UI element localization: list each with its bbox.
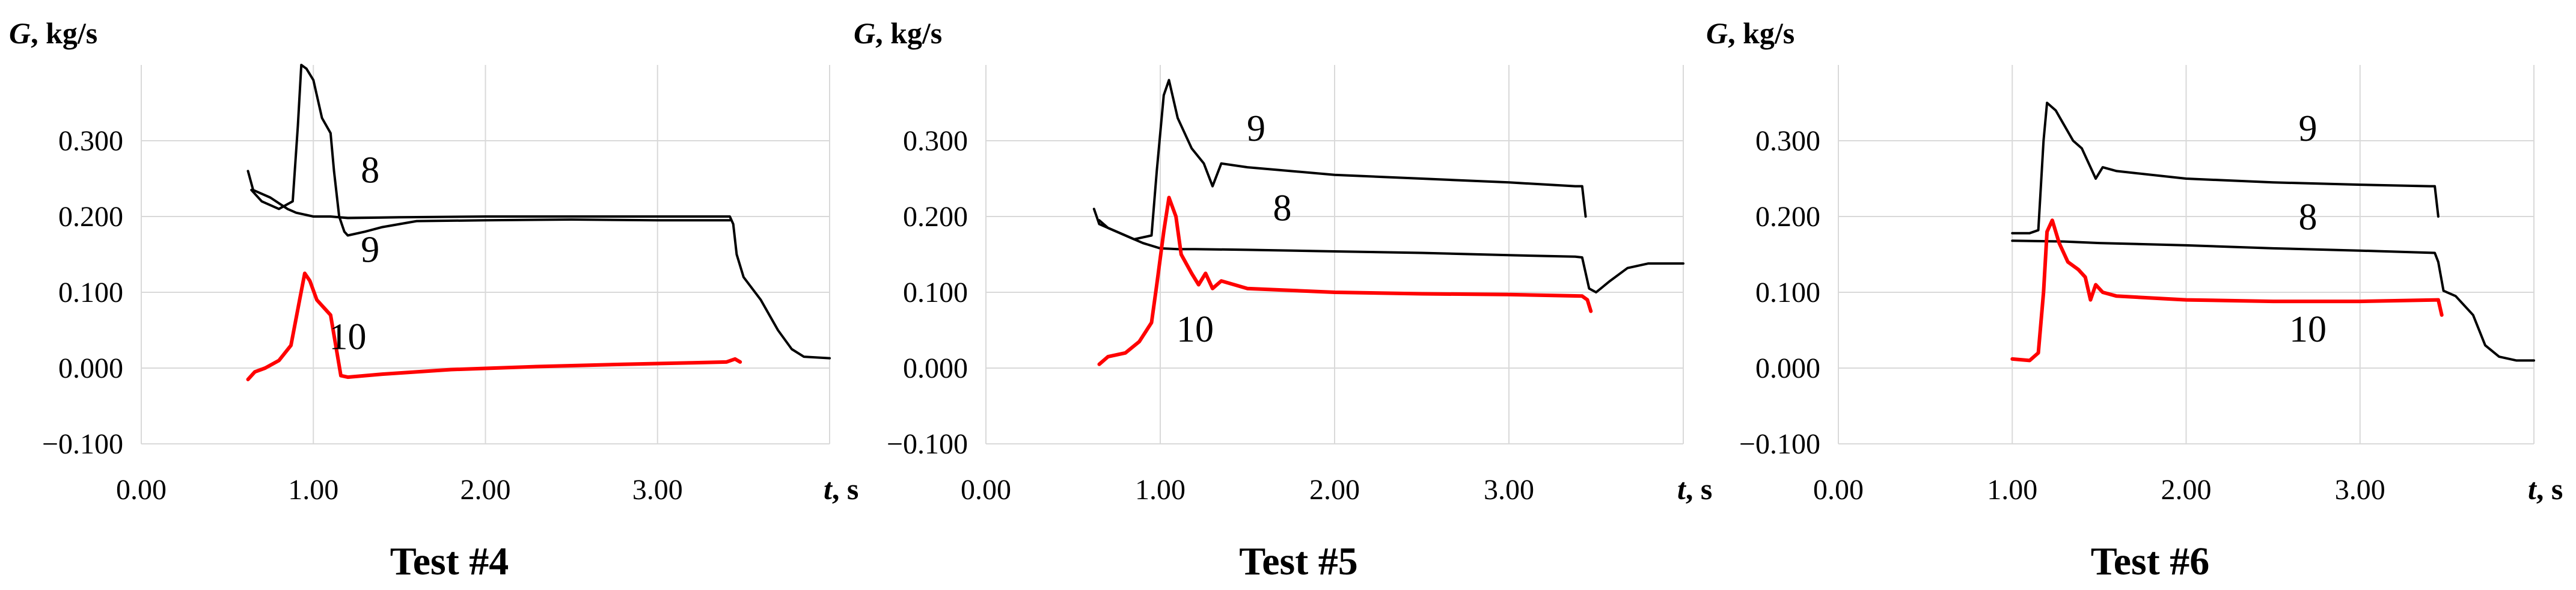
y-tick-label: 0.300 (1755, 125, 1820, 157)
x-tick-label: 3.00 (632, 474, 683, 506)
series-label-8: 8 (2298, 197, 2317, 238)
series-line-10 (246, 271, 742, 381)
series-label-8: 8 (1273, 188, 1292, 229)
panel-title: Test #4 (390, 539, 509, 583)
series-label-8: 8 (361, 150, 379, 191)
y-tick-label: −0.100 (1739, 428, 1820, 460)
y-axis-label: G, kg/s (9, 16, 97, 50)
series-line-9 (1092, 79, 1587, 241)
series-line-9 (250, 64, 731, 237)
y-axis-label: G, kg/s (854, 16, 942, 50)
y-tick-label: 0.300 (903, 125, 968, 157)
panel-title: Test #5 (1239, 539, 1357, 583)
series-line-8 (1098, 219, 1684, 293)
x-tick-label: 1.00 (1987, 474, 2037, 506)
series-line-10 (1097, 195, 1593, 366)
x-tick-label: 2.00 (460, 474, 511, 506)
y-tick-label: 0.300 (58, 125, 123, 157)
series-line-8 (246, 170, 831, 360)
chart-panel-4: −0.100 0.000 0.100 0.200 0.300 0.00 1.00 2.00 3.… (9, 16, 858, 583)
y-tick-label: 0.100 (58, 277, 123, 309)
y-tick-label: 0.000 (903, 352, 968, 384)
x-tick-label: 3.00 (1484, 474, 1534, 506)
x-axis-label: t, s (2528, 472, 2563, 506)
x-tick-label: 0.00 (1813, 474, 1864, 506)
series-label-10: 10 (329, 317, 367, 358)
x-tick-label: 0.00 (961, 474, 1011, 506)
y-tick-label: 0.200 (903, 201, 968, 233)
x-tick-label: 1.00 (288, 474, 338, 506)
panel-title: Test #6 (2091, 539, 2209, 583)
x-tick-label: 2.00 (1309, 474, 1360, 506)
chart-panel-5: −0.100 0.000 0.100 0.200 0.300 0.00 1.00 2.00 3.… (854, 16, 1712, 583)
series-label-10: 10 (1176, 309, 1214, 350)
series-line-8 (2011, 239, 2535, 362)
x-tick-label: 1.00 (1135, 474, 1186, 506)
x-tick-label: 0.00 (116, 474, 167, 506)
y-tick-label: 0.100 (1755, 277, 1820, 309)
series-label-9: 9 (2298, 108, 2317, 149)
y-tick-label: 0.200 (1755, 201, 1820, 233)
y-tick-label: 0.100 (903, 277, 968, 309)
chart-panel-6: −0.100 0.000 0.100 0.200 0.300 0.00 1.00 2.00 3.… (1706, 16, 2563, 583)
series-label-10: 10 (2289, 309, 2327, 350)
series-line-10 (2010, 218, 2444, 363)
series-label-9: 9 (1247, 108, 1265, 149)
x-tick-label: 3.00 (2335, 474, 2385, 506)
series-label-9: 9 (361, 230, 379, 271)
y-axis-label: G, kg/s (1706, 16, 1794, 50)
y-tick-label: −0.100 (42, 428, 123, 460)
y-tick-label: 0.000 (58, 352, 123, 384)
y-tick-label: 0.200 (58, 201, 123, 233)
x-axis-label: t, s (1677, 472, 1712, 506)
y-tick-label: −0.100 (887, 428, 968, 460)
y-tick-label: 0.000 (1755, 352, 1820, 384)
x-tick-label: 2.00 (2161, 474, 2212, 506)
series-line-9 (2011, 102, 2440, 235)
x-axis-label: t, s (824, 472, 858, 506)
